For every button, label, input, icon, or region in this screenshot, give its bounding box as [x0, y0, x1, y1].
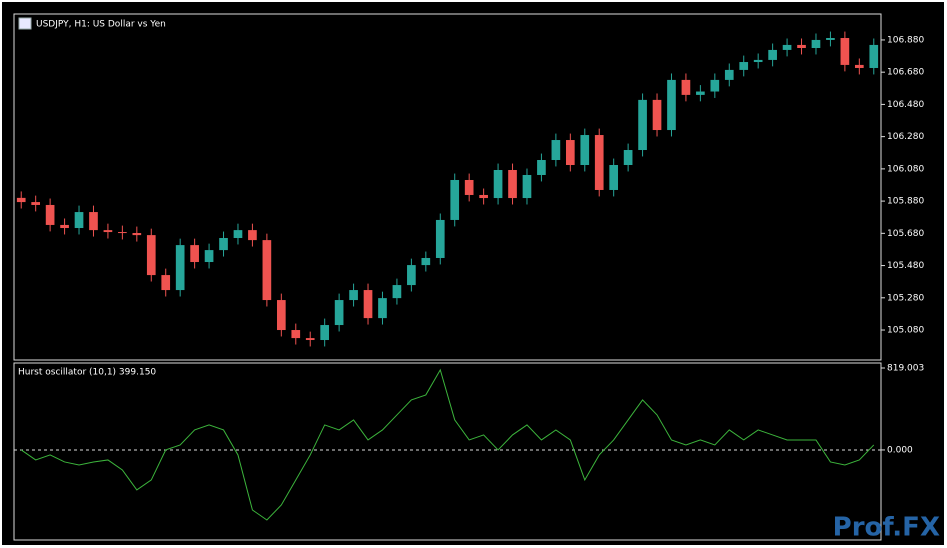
y-tick-label: 105.480 — [887, 261, 924, 271]
candle-body — [190, 245, 199, 263]
candle-body — [103, 230, 113, 233]
y-tick-label: 106.080 — [887, 164, 924, 174]
candle-body — [45, 204, 55, 225]
candle-body — [233, 230, 243, 239]
candle-body — [652, 99, 662, 131]
chart-title: USDJPY, H1: US Dollar vs Yen — [36, 20, 166, 30]
candle-body — [407, 265, 416, 286]
candle-body — [594, 135, 604, 190]
y-tick-label: 819.003 — [887, 364, 924, 374]
candle-body — [508, 169, 517, 199]
y-tick-label: 106.680 — [887, 68, 924, 78]
y-tick-label: 0.000 — [887, 445, 913, 455]
candle-body — [869, 44, 879, 68]
candle-body — [811, 39, 821, 49]
candle-body — [392, 285, 402, 299]
candle-body — [276, 300, 286, 331]
candle-body — [464, 179, 474, 195]
candle-body — [349, 290, 358, 301]
candle-body — [479, 194, 488, 199]
candle-body — [739, 62, 749, 70]
candle-body — [161, 275, 171, 291]
candle-body — [291, 330, 301, 339]
candle-body — [118, 232, 127, 234]
candle-body — [74, 212, 84, 229]
candle-body — [537, 160, 546, 175]
candle-body — [522, 174, 532, 199]
candle-body — [248, 230, 257, 241]
y-tick-label: 105.680 — [887, 229, 924, 239]
candle-body — [840, 38, 850, 65]
symbol-icon — [18, 17, 32, 30]
candle-body — [363, 290, 373, 319]
y-tick-label: 105.080 — [887, 326, 924, 336]
candle-body — [782, 44, 792, 50]
candle-body — [580, 135, 590, 166]
candle-body — [89, 212, 98, 231]
candle-body — [16, 197, 26, 203]
candle-body — [132, 233, 142, 236]
candle-body — [262, 240, 272, 301]
candle-body — [681, 79, 691, 95]
candle-body — [565, 140, 575, 166]
oscillator-title: Hurst oscillator (10,1) 399.150 — [18, 368, 156, 378]
oscillator-frame — [13, 362, 882, 541]
candle-body — [204, 250, 214, 263]
candle-body — [175, 245, 185, 291]
candle-body — [826, 38, 835, 40]
candle-body — [797, 44, 806, 49]
candle-body — [724, 69, 734, 80]
candle-body — [219, 238, 228, 251]
candle-body — [320, 325, 330, 341]
candle-body — [60, 224, 69, 229]
candle-body — [768, 49, 777, 60]
candle-body — [435, 219, 445, 258]
candle-body — [609, 165, 619, 190]
candle-body — [146, 235, 156, 276]
candle-body — [667, 79, 676, 131]
oscillator-line — [20, 368, 875, 521]
candle-body — [450, 179, 460, 220]
candle-body — [854, 64, 864, 68]
price-frame — [13, 13, 882, 361]
candle-body — [334, 300, 344, 326]
candle-body — [421, 257, 431, 266]
y-tick-label: 106.880 — [887, 35, 924, 45]
candle-body — [305, 338, 315, 341]
candle-body — [753, 59, 763, 63]
candle-body — [638, 99, 647, 151]
watermark: Prof.FX — [833, 513, 940, 543]
candle-body — [551, 140, 561, 161]
candle-body — [31, 202, 41, 205]
y-tick-label: 105.280 — [887, 293, 924, 303]
y-tick-label: 105.880 — [887, 197, 924, 207]
candle-body — [710, 79, 720, 92]
y-tick-label: 106.280 — [887, 132, 924, 142]
candle-body — [623, 150, 633, 166]
candle-body — [378, 298, 387, 319]
candle-body — [493, 169, 503, 199]
y-tick-label: 106.480 — [887, 100, 924, 110]
candle-body — [696, 91, 705, 95]
